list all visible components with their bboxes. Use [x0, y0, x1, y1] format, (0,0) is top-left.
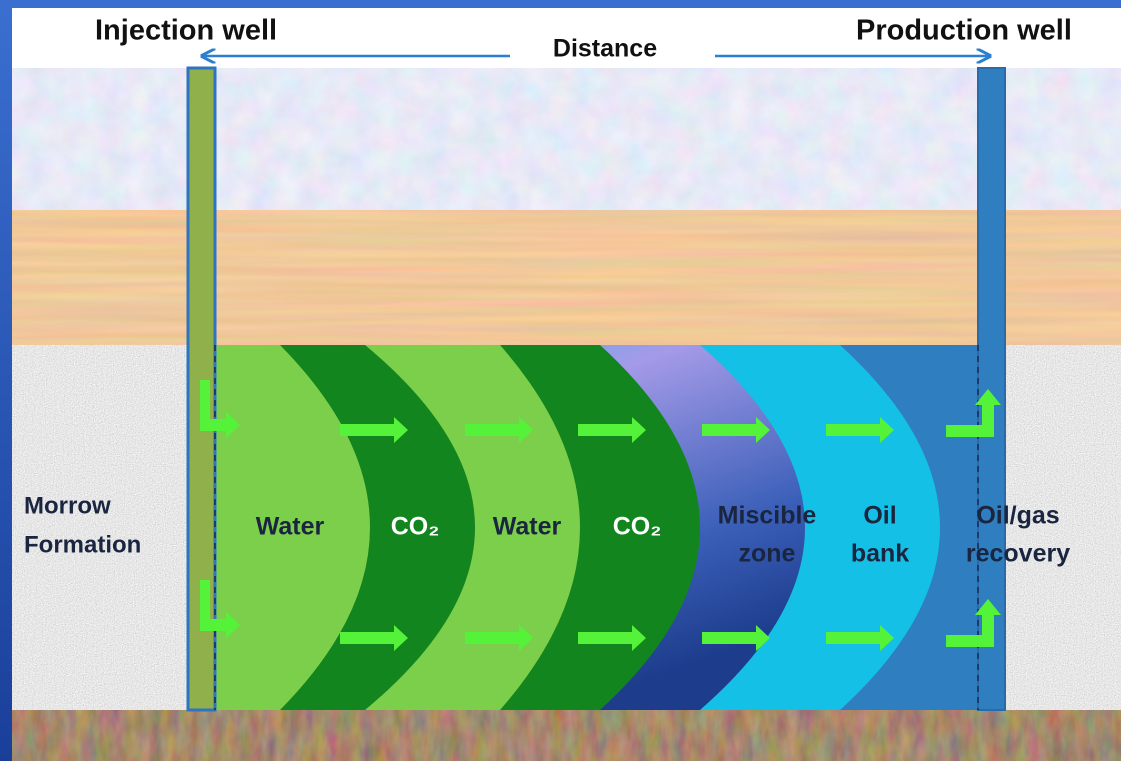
formation-label: Morrow: [24, 492, 111, 519]
zone-label: zone: [739, 540, 796, 568]
injection-well-label: Injection well: [95, 15, 277, 47]
production-well-label: Production well: [856, 15, 1072, 47]
zone-label: CO₂: [391, 513, 440, 541]
surface-layer: [12, 68, 1121, 210]
zone-label: Water: [256, 513, 325, 541]
cap-layer: [12, 210, 1121, 345]
zone-label: CO₂: [613, 513, 662, 541]
diagram: Injection well Production well Distance …: [0, 0, 1121, 761]
zone-label: Water: [493, 513, 562, 541]
zone-label: bank: [851, 540, 909, 568]
zone-label: Oil: [863, 502, 896, 530]
page: Injection well Production well Distance …: [0, 0, 1121, 761]
base-layer: [12, 710, 1121, 761]
distance-label: Distance: [553, 35, 657, 63]
zone-label: Miscible: [718, 502, 817, 530]
zone-label: recovery: [966, 540, 1070, 568]
formation-label: Formation: [24, 531, 141, 558]
zone-label: Oil/gas: [976, 502, 1059, 530]
